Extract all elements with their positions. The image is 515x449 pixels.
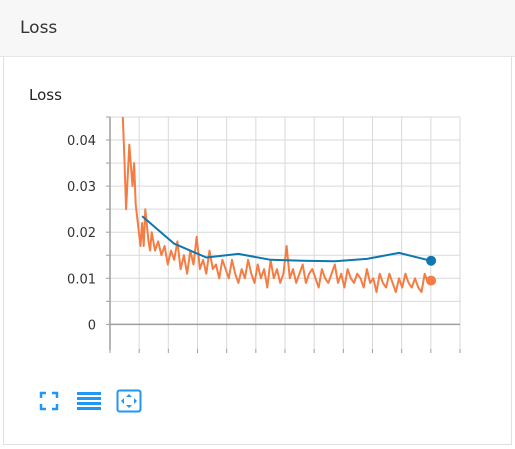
y-tick-label: 0.04 — [67, 134, 96, 149]
fullscreen-icon — [39, 391, 59, 411]
y-tick-label: 0.01 — [67, 272, 96, 287]
smoothed-loss-line — [141, 215, 432, 263]
series-layer — [121, 116, 437, 294]
card-header[interactable]: Loss — [0, 0, 515, 57]
y-tick-label: 0 — [88, 318, 96, 333]
raw-loss-line — [121, 116, 432, 294]
fit-domain-button[interactable] — [116, 388, 142, 414]
tick-labels: 0 0.01 0.02 0.03 0.04 — [67, 134, 96, 333]
fullscreen-button[interactable] — [36, 388, 62, 414]
axis-layer — [106, 116, 461, 353]
header-title: Loss — [20, 18, 58, 38]
fit-domain-icon — [116, 389, 142, 413]
y-tick-label: 0.02 — [67, 226, 96, 241]
y-tick-label: 0.03 — [67, 180, 96, 195]
toggle-log-scale-button[interactable] — [76, 388, 102, 414]
raw-last-point — [426, 275, 437, 286]
chart-title: Loss — [29, 86, 62, 104]
smoothed-last-point — [426, 255, 437, 266]
chart-toolbar — [36, 388, 142, 414]
chart-card — [3, 57, 512, 445]
menu-lines-icon — [77, 392, 101, 410]
